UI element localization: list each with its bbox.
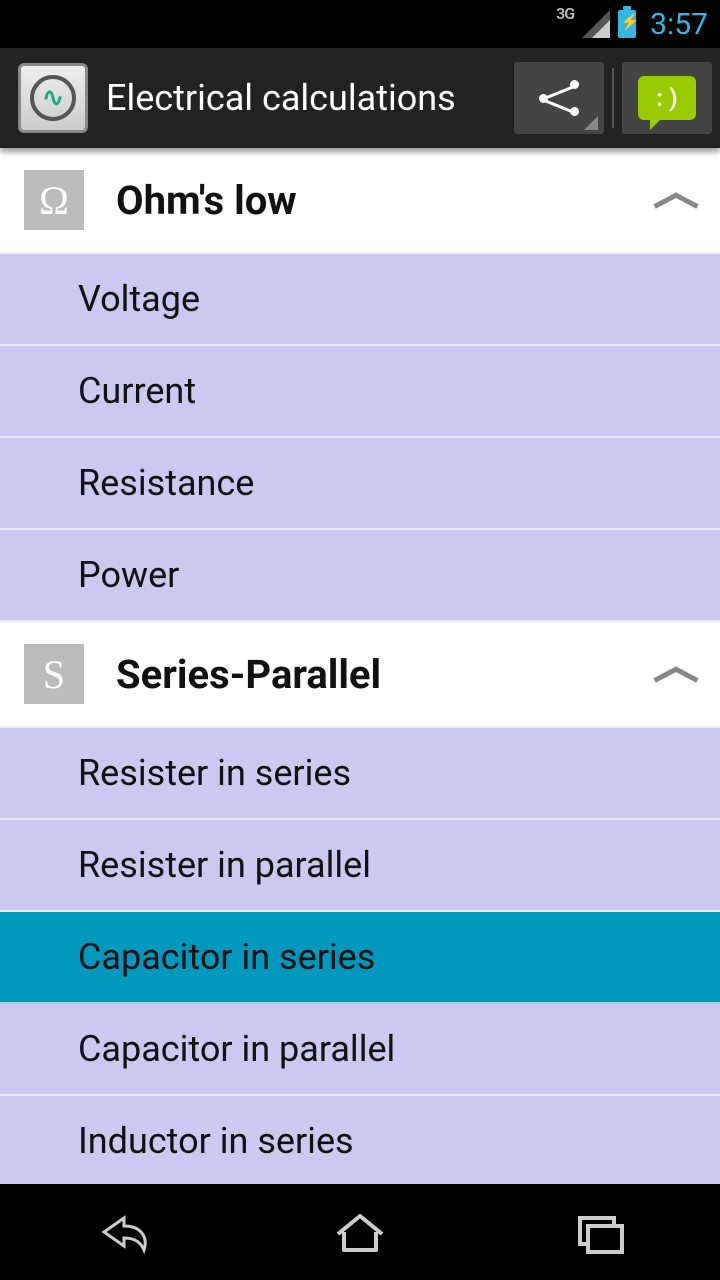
list-item-resister-parallel[interactable]: Resister in parallel — [0, 820, 720, 912]
omega-icon: Ω — [24, 170, 84, 230]
list-item-resistance[interactable]: Resistance — [0, 438, 720, 530]
clock-label: 3:57 — [650, 7, 708, 42]
list-item-label: Capacitor in series — [78, 936, 375, 978]
list-item-voltage[interactable]: Voltage — [0, 254, 720, 346]
list-item-label: Resister in parallel — [78, 844, 371, 886]
list-item-label: Power — [78, 554, 179, 596]
network-type-label: 3G — [556, 4, 574, 23]
section-header-series-parallel[interactable]: S Series-Parallel — [0, 622, 720, 728]
list-item-label: Capacitor in parallel — [78, 1028, 395, 1070]
nav-back-button[interactable] — [60, 1202, 180, 1262]
home-icon — [324, 1208, 396, 1256]
app-icon-glyph: ∿ — [30, 75, 76, 121]
list-item-current[interactable]: Current — [0, 346, 720, 438]
message-button[interactable]: : ) — [622, 62, 712, 134]
list-item-label: Resistance — [78, 462, 254, 504]
section-title: Ohm's low — [116, 177, 656, 224]
list-item-resister-series[interactable]: Resister in series — [0, 728, 720, 820]
nav-recent-button[interactable] — [540, 1202, 660, 1262]
list-item-inductor-series[interactable]: Inductor in series — [0, 1096, 720, 1184]
list-item-label: Resister in series — [78, 752, 351, 794]
chevron-up-icon — [656, 190, 696, 210]
nav-home-button[interactable] — [300, 1202, 420, 1262]
list-item-capacitor-parallel[interactable]: Capacitor in parallel — [0, 1004, 720, 1096]
list-item-label: Current — [78, 370, 196, 412]
action-divider — [612, 68, 614, 128]
chevron-up-icon — [656, 664, 696, 684]
section-title: Series-Parallel — [116, 651, 656, 698]
app-icon[interactable]: ∿ — [18, 63, 88, 133]
status-bar: 3G 3:57 — [0, 0, 720, 48]
app-bar: ∿ Electrical calculations : ) — [0, 48, 720, 148]
back-icon — [84, 1208, 156, 1256]
list-item-capacitor-series[interactable]: Capacitor in series — [0, 912, 720, 1004]
list-item-label: Inductor in series — [78, 1120, 354, 1162]
list-item-label: Voltage — [78, 278, 200, 320]
message-icon: : ) — [638, 76, 696, 120]
app-title: Electrical calculations — [106, 77, 506, 119]
section-header-ohms-low[interactable]: Ω Ohm's low — [0, 148, 720, 254]
content-scroll[interactable]: Ω Ohm's low Voltage Current Resistance P… — [0, 148, 720, 1184]
share-button[interactable] — [514, 62, 604, 134]
signal-icon — [582, 10, 610, 38]
battery-charging-icon — [618, 10, 636, 38]
share-icon — [539, 78, 579, 118]
s-icon: S — [24, 644, 84, 704]
recent-apps-icon — [564, 1208, 636, 1256]
share-more-indicator-icon — [584, 116, 598, 130]
system-nav-bar — [0, 1184, 720, 1280]
list-item-power[interactable]: Power — [0, 530, 720, 622]
